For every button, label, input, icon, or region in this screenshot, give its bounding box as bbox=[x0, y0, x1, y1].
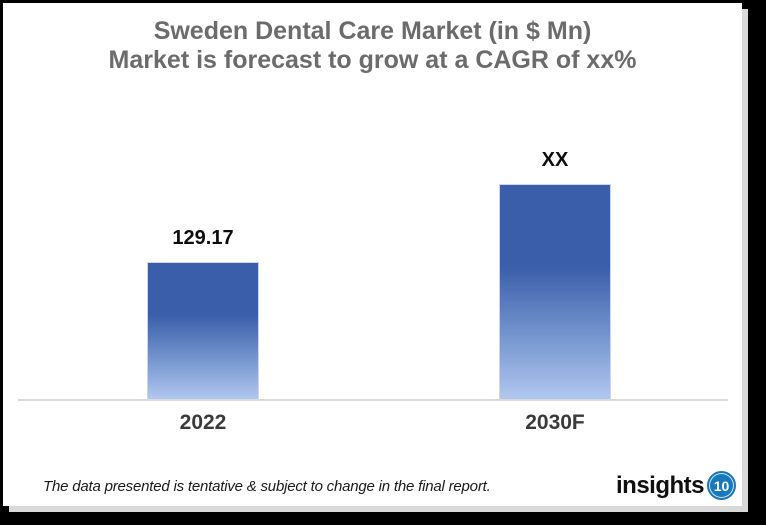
logo-10-badge-icon: 10 bbox=[707, 471, 736, 500]
disclaimer-text: The data presented is tentative & subjec… bbox=[43, 478, 491, 495]
bar-2030f bbox=[499, 184, 611, 399]
chart-card: Sweden Dental Care Market (in $ Mn) Mark… bbox=[3, 3, 742, 506]
x-axis-label-2030f: 2030F bbox=[525, 411, 585, 434]
insights10-logo: insights 10 bbox=[616, 471, 736, 500]
chart-title-line2: Market is forecast to grow at a CAGR of … bbox=[108, 46, 637, 74]
bar-2022 bbox=[147, 262, 259, 399]
logo-wordmark: insights bbox=[615, 471, 705, 499]
x-axis-line bbox=[18, 399, 728, 401]
bar-value-2030f: XX bbox=[541, 149, 569, 171]
chart-title: Sweden Dental Care Market (in $ Mn) Mark… bbox=[3, 17, 742, 75]
bar-value-2022: 129.17 bbox=[172, 227, 234, 249]
x-axis-label-2022: 2022 bbox=[179, 411, 227, 434]
chart-title-line1: Sweden Dental Care Market (in $ Mn) bbox=[153, 17, 592, 45]
